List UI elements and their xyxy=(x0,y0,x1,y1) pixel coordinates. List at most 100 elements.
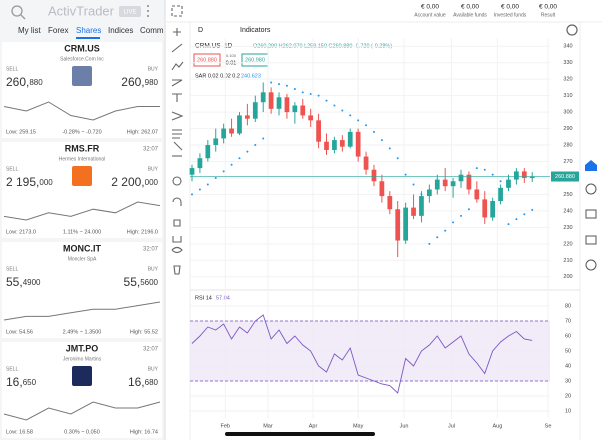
candle-body xyxy=(260,92,266,103)
candle-body xyxy=(419,196,424,216)
sell-small: 4900 xyxy=(23,278,41,287)
sar-dot xyxy=(380,139,383,142)
sar-dot xyxy=(309,92,312,95)
rsi-label: RSI 14 xyxy=(195,295,212,301)
buy-price: 16,680 xyxy=(128,375,159,389)
company: Hermes International xyxy=(59,156,105,162)
low: Low: 2173.0 xyxy=(6,229,36,235)
account-amount: € 0,00 xyxy=(501,4,519,11)
sar-dot xyxy=(285,84,288,87)
tab[interactable]: Indices xyxy=(108,26,133,35)
buy-small: 980 xyxy=(145,78,159,87)
sar-dot xyxy=(365,124,368,127)
sar-value: 240.623 xyxy=(241,73,261,79)
menu-dot xyxy=(147,15,149,17)
x-tick-label: May xyxy=(353,423,364,429)
logo: ActivTrader xyxy=(48,3,115,18)
sar-dot xyxy=(452,221,455,224)
sar-dot xyxy=(396,157,399,160)
y-tick-label: 320 xyxy=(563,77,572,83)
candle-body xyxy=(229,128,234,134)
sar-label: SAR 0.02 0.02 0.2 xyxy=(195,73,240,79)
y-tick-label: 200 xyxy=(563,274,572,280)
buy-main: 2 200, xyxy=(111,175,144,189)
candle-body xyxy=(514,171,519,180)
y-tick-label: 210 xyxy=(563,258,572,264)
sell-label: SELL xyxy=(6,66,18,72)
rsi-tick-label: 10 xyxy=(565,408,571,414)
instrument-card[interactable] xyxy=(2,42,162,138)
buy-main: 16, xyxy=(128,375,145,389)
sell-small: 880 xyxy=(29,78,43,87)
ticker: RMS.FR xyxy=(65,143,100,153)
sar-dot xyxy=(293,88,296,91)
company: Moncler SpA xyxy=(68,256,97,262)
tab[interactable]: My list xyxy=(18,26,41,35)
home-icon[interactable] xyxy=(585,160,597,171)
change: 1.11% ~ 24.000 xyxy=(63,229,101,235)
drawing-tools[interactable] xyxy=(171,5,184,275)
sar-dot xyxy=(317,94,320,97)
sell-label: SELL xyxy=(6,266,18,272)
account-icon[interactable] xyxy=(585,259,597,271)
sar-dot xyxy=(428,242,431,245)
candle-body xyxy=(403,207,408,241)
candle-body xyxy=(292,105,298,113)
candle-body xyxy=(276,97,282,109)
y-tick-label: 300 xyxy=(563,110,572,116)
sar-dot xyxy=(531,208,534,211)
badge xyxy=(119,6,141,17)
account-amount: € 0,00 xyxy=(461,4,479,11)
rsi-tick-label: 50 xyxy=(565,348,571,354)
settings-icon[interactable] xyxy=(566,24,578,36)
interval[interactable]: D xyxy=(198,27,203,34)
orders-icon[interactable] xyxy=(585,209,597,219)
sell-main: 16, xyxy=(6,375,23,389)
high: High: 55.52 xyxy=(130,329,158,335)
candle-body xyxy=(355,131,361,157)
sar-dot xyxy=(499,180,502,183)
tab[interactable]: Shares xyxy=(76,26,101,35)
y-tick-label: 230 xyxy=(563,225,572,231)
sar-dot xyxy=(206,183,209,186)
tab[interactable]: Forex xyxy=(48,26,68,35)
sell-small: 000 xyxy=(39,178,53,187)
instrument-card[interactable] xyxy=(2,142,162,238)
ticker: JMT.PO xyxy=(66,343,99,353)
y-tick-label: 220 xyxy=(563,241,572,247)
sparkline xyxy=(3,401,161,421)
candle-body xyxy=(450,181,456,187)
high: High: 16.74 xyxy=(130,429,158,435)
instrument-card[interactable] xyxy=(2,242,162,338)
sar-dot xyxy=(238,157,241,160)
candle-body xyxy=(245,115,250,119)
logo xyxy=(72,66,92,86)
search-icon[interactable] xyxy=(11,5,23,17)
sparkline xyxy=(3,201,161,221)
candle-body xyxy=(482,199,488,218)
rsi-tick-label: 60 xyxy=(565,333,571,339)
sar-dot xyxy=(436,236,439,239)
high: High: 262.07 xyxy=(127,129,158,135)
candle-body xyxy=(395,209,401,241)
x-tick-label: Mar xyxy=(263,423,273,429)
sar-dot xyxy=(333,104,336,107)
tab[interactable]: Comm xyxy=(140,26,164,35)
y-tick-label: 330 xyxy=(563,60,572,66)
low: Low: 54.56 xyxy=(6,329,33,335)
indicators-button[interactable]: Indicators xyxy=(240,27,271,34)
sar-dot xyxy=(222,170,225,173)
candle-body xyxy=(205,145,211,159)
sar-dot xyxy=(198,188,201,191)
y-tick-label: 290 xyxy=(563,126,572,132)
instrument-card[interactable] xyxy=(2,342,162,438)
messages-icon[interactable] xyxy=(585,235,597,245)
portfolio-icon[interactable] xyxy=(585,183,597,195)
menu-dot[interactable] xyxy=(147,5,149,7)
sparkline xyxy=(3,301,161,321)
candle-body xyxy=(411,207,416,216)
candle-body xyxy=(221,128,227,139)
candle-body xyxy=(387,196,393,210)
change: 2.49% ~ 1.3500 xyxy=(63,329,102,335)
candle-body xyxy=(466,174,472,190)
